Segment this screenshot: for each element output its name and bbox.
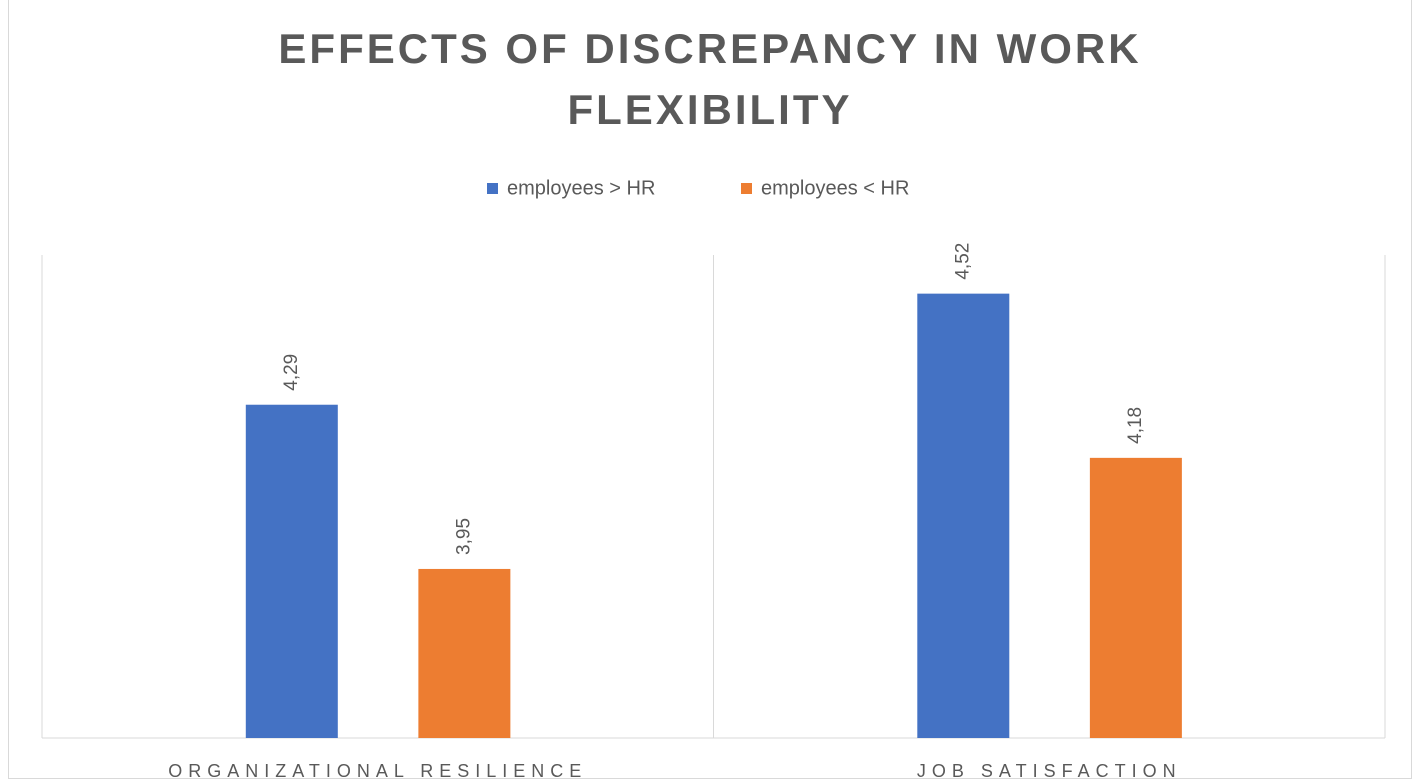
x-tick-label: ORGANIZATIONAL RESILIENCE [168,761,587,780]
legend-swatch [741,183,752,194]
bar [917,293,1010,738]
data-label: 4,18 [1125,407,1146,444]
x-tick-label: JOB SATISFACTION [917,761,1182,780]
bar [245,404,338,738]
legend-swatch [487,183,498,194]
data-label: 4,52 [952,243,973,280]
data-label: 4,29 [281,354,302,391]
bar [1089,457,1182,738]
chart-frame [8,0,1412,779]
chart-title: EFFECTS OF DISCREPANCY IN WORK FLEXIBILI… [278,25,1142,133]
data-label: 3,95 [453,518,474,555]
bar [418,568,511,738]
legend-label: employees < HR [761,177,909,199]
legend-label: employees > HR [507,177,655,199]
